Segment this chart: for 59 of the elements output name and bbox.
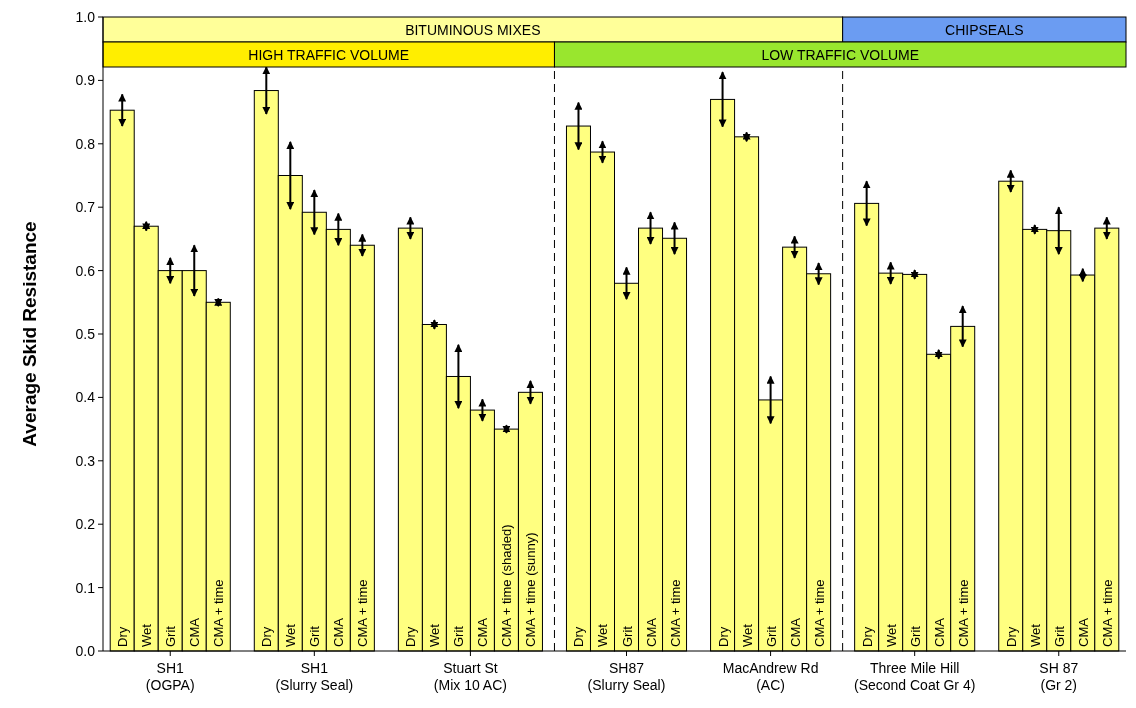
y-axis-title: Average Skid Resistance — [19, 221, 40, 447]
x-tick-label: Dry — [403, 626, 419, 647]
annotation: CHIPSEALS — [945, 21, 1024, 38]
x-tick-label: Wet — [739, 623, 755, 647]
x-tick-label: Grit — [451, 625, 467, 647]
text: MacAndrew Rd (AC) — [722, 660, 819, 693]
y-tick-label: 0.3 — [75, 452, 96, 469]
text: SH1 (Slurry Seal) — [275, 660, 354, 693]
x-tick-label: Dry — [259, 626, 275, 647]
annotation: HIGH TRAFFIC VOLUME — [248, 46, 410, 63]
x-tick-label: CMA — [1075, 617, 1091, 647]
y-tick-label: 0.0 — [75, 643, 96, 659]
x-tick-label: CMA — [931, 617, 947, 647]
x-tick-label: CMA + time (sunny) — [523, 532, 539, 647]
y-tick-label: 0.7 — [75, 199, 96, 216]
x-tick-label: CMA — [643, 617, 659, 647]
x-tick-label: Dry — [115, 626, 131, 647]
x-tick-label: Grit — [763, 625, 779, 647]
y-tick-label: 1.0 — [75, 9, 96, 25]
x-tick-label: Dry — [571, 626, 587, 647]
x-tick-label: Wet — [595, 623, 611, 647]
y-tick-label: 0.5 — [75, 326, 96, 342]
x-tick-label: Dry — [715, 626, 731, 647]
x-tick-label: CMA + time — [1099, 579, 1115, 647]
x-tick-label: Grit — [619, 625, 635, 647]
text: SH1 (OGPA) — [145, 660, 195, 693]
text: SH 87 (Gr 2) — [1039, 660, 1079, 693]
x-tick-label: CMA + time — [955, 579, 971, 647]
x-tick-label: Grit — [1051, 625, 1067, 647]
x-tick-label: CMA + time — [667, 579, 683, 647]
x-tick-label: Wet — [283, 623, 299, 647]
x-tick-label: CMA + time — [811, 579, 827, 647]
x-tick-label: Dry — [1003, 626, 1019, 647]
x-tick-label: CMA — [475, 617, 491, 647]
x-tick-label: CMA — [787, 617, 803, 647]
y-tick-label: 0.9 — [75, 72, 96, 89]
x-tick-label: Wet — [427, 623, 443, 647]
text: Stuart St (Mix 10 AC) — [433, 660, 507, 693]
text: SH87 (Slurry Seal) — [587, 660, 666, 693]
x-tick-label: Wet — [1027, 623, 1043, 647]
x-tick-label: CMA — [331, 617, 347, 647]
y-tick-label: 0.4 — [75, 389, 96, 406]
x-tick-label: CMA — [187, 617, 203, 647]
y-tick-label: 0.1 — [75, 579, 96, 596]
y-tick-label: 0.8 — [75, 135, 96, 152]
text: Three Mile Hill (Second Coat Gr 4) — [853, 660, 976, 693]
x-tick-label: CMA + time — [211, 579, 227, 647]
x-tick-label: Wet — [883, 623, 899, 647]
x-tick-label: Grit — [163, 625, 179, 647]
x-tick-label: CMA + time — [355, 579, 371, 647]
y-tick-label: 0.6 — [75, 262, 96, 279]
x-tick-label: Grit — [307, 625, 323, 647]
x-tick-label: Wet — [139, 623, 155, 647]
x-tick-label: Grit — [907, 625, 923, 647]
annotation: BITUMINOUS MIXES — [405, 21, 541, 38]
annotation: LOW TRAFFIC VOLUME — [761, 46, 920, 63]
x-tick-label: Dry — [859, 626, 875, 647]
x-tick-label: CMA + time (shaded) — [499, 524, 515, 647]
y-tick-label: 0.2 — [75, 516, 96, 533]
